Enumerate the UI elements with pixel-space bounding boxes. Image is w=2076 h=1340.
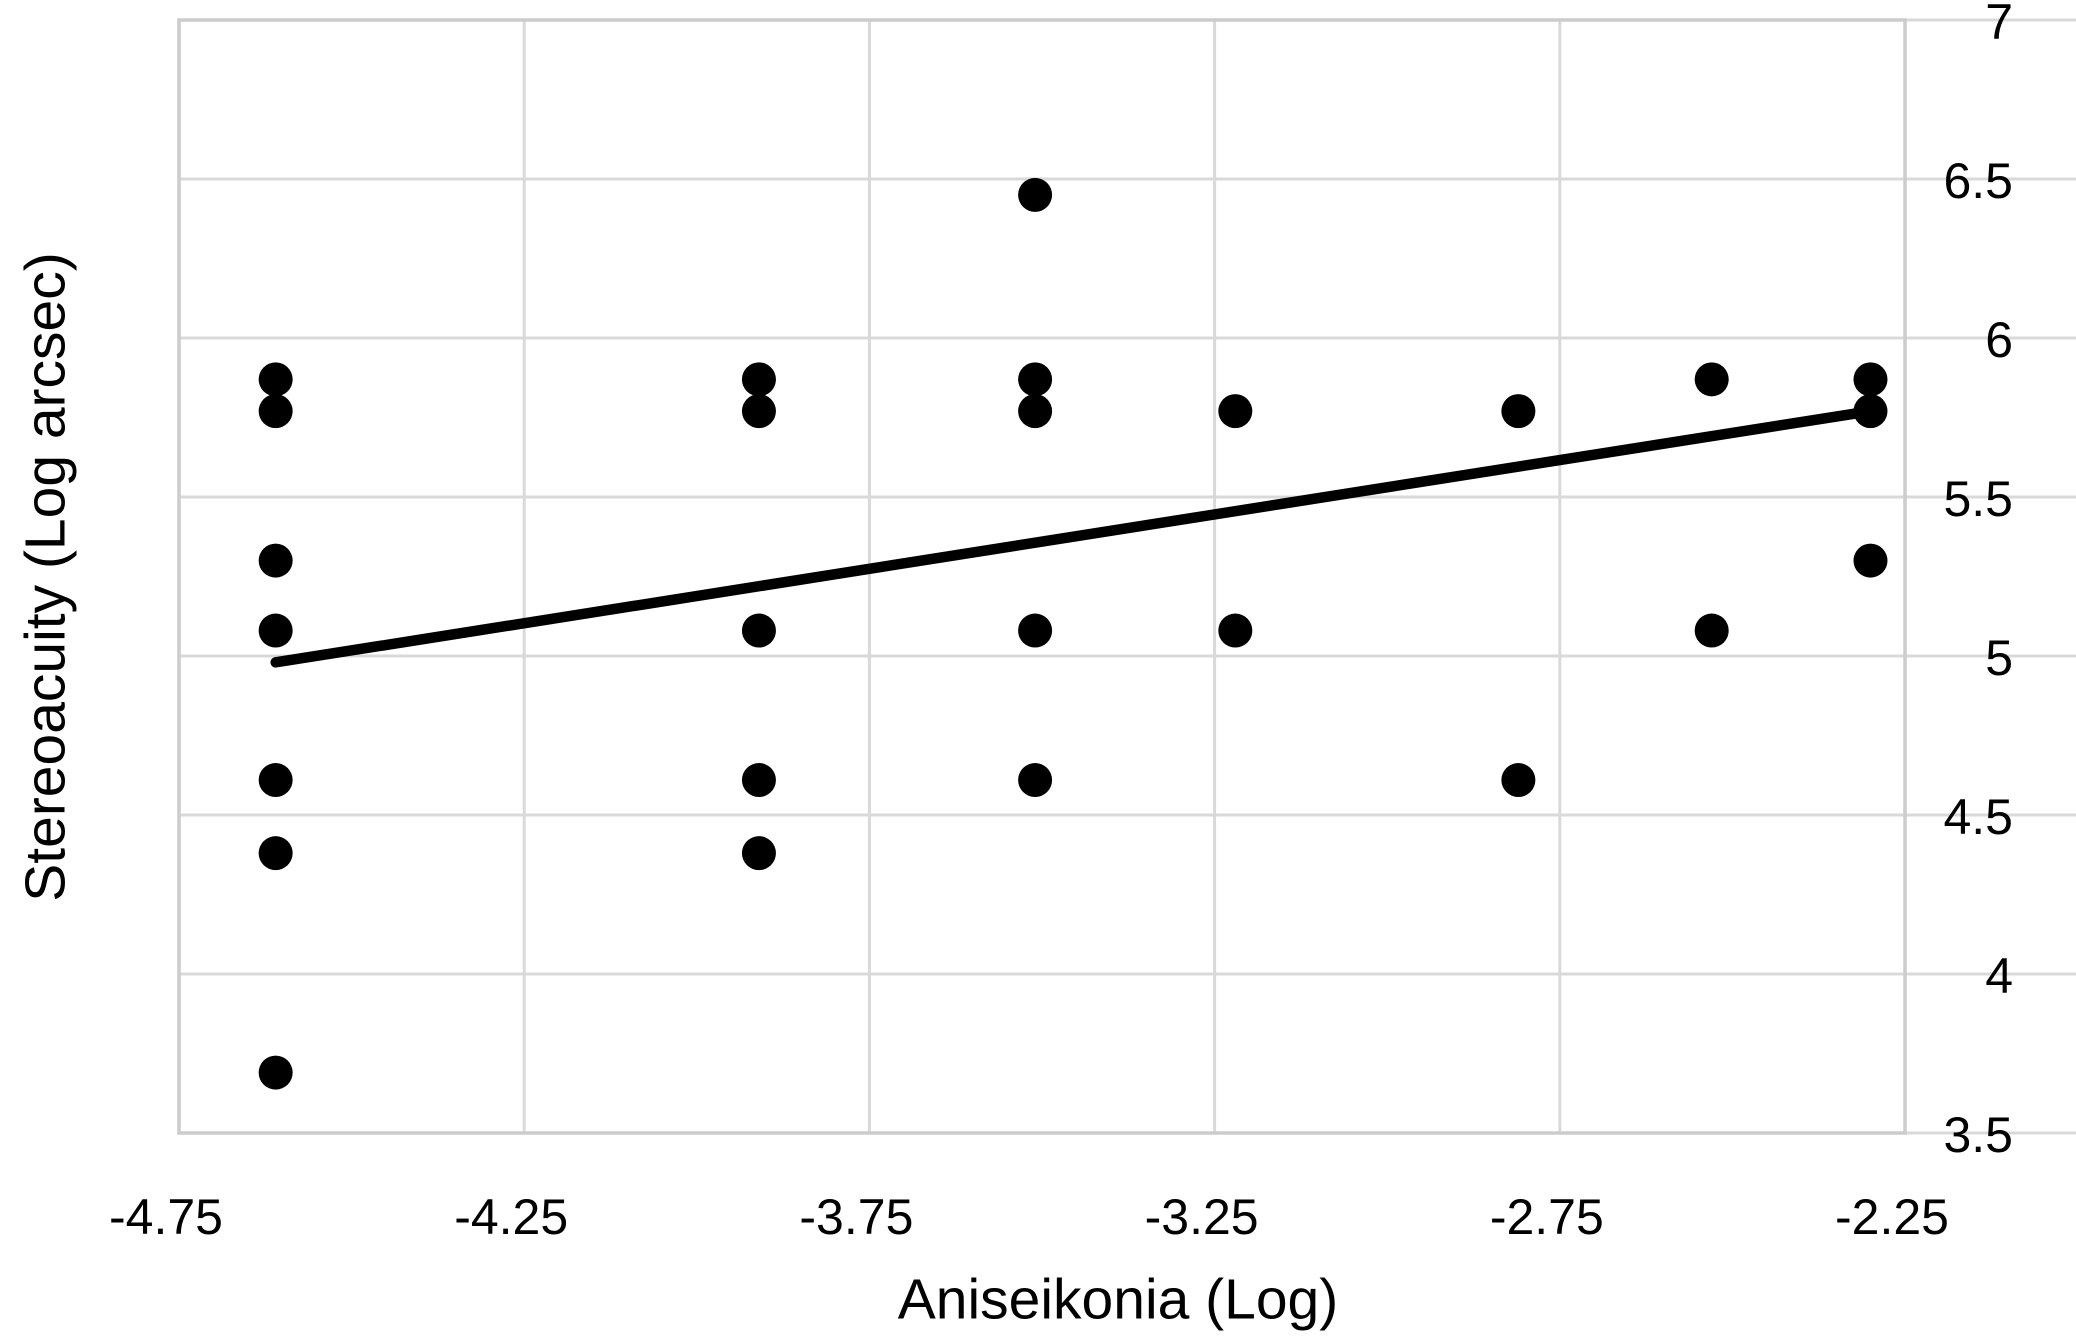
y-tick-label: 6.5 <box>1943 153 2013 209</box>
data-point <box>258 836 293 871</box>
data-point <box>1018 177 1053 212</box>
y-tick-label: 7 <box>1985 0 2013 50</box>
data-point <box>741 613 776 648</box>
x-tick-label: -2.25 <box>1835 1189 1949 1245</box>
data-point <box>741 362 776 397</box>
data-point <box>1694 362 1729 397</box>
data-point <box>258 543 293 578</box>
data-point <box>258 763 293 798</box>
y-tick-label: 5.5 <box>1943 471 2013 527</box>
data-point <box>1853 362 1888 397</box>
data-point <box>258 613 293 648</box>
x-axis-title: Aniseikonia (Log) <box>897 1267 1339 1332</box>
y-tick-label: 4 <box>1985 948 2013 1004</box>
x-tick-label: -4.25 <box>454 1189 569 1245</box>
y-tick-label: 3.5 <box>1943 1107 2013 1163</box>
y-tick-label: 5 <box>1985 630 2013 686</box>
data-point <box>1018 394 1053 429</box>
data-point <box>1218 613 1253 648</box>
x-tick-label: -4.75 <box>109 1189 223 1245</box>
x-tick-label: -3.25 <box>1144 1189 1259 1245</box>
data-point <box>741 763 776 798</box>
x-tick-label: -2.75 <box>1489 1189 1604 1245</box>
y-axis-title: Stereoacuity (Log arcsec) <box>13 251 78 902</box>
data-point <box>1853 394 1888 429</box>
data-point <box>1018 763 1053 798</box>
trend-line <box>270 405 1876 668</box>
x-tick-label: -3.75 <box>799 1189 914 1245</box>
y-tick-label: 6 <box>1985 312 2013 368</box>
data-point <box>1018 613 1053 648</box>
data-point <box>1501 394 1536 429</box>
data-point <box>258 1055 293 1090</box>
data-point <box>1501 763 1536 798</box>
data-point <box>1018 362 1053 397</box>
data-point <box>258 394 293 429</box>
data-point <box>1694 613 1729 648</box>
data-point <box>1853 543 1888 578</box>
data-point <box>741 394 776 429</box>
y-tick-label: 4.5 <box>1943 789 2013 845</box>
data-point <box>741 836 776 871</box>
plot-border <box>177 18 1907 1135</box>
data-point <box>258 362 293 397</box>
data-point <box>1218 394 1253 429</box>
